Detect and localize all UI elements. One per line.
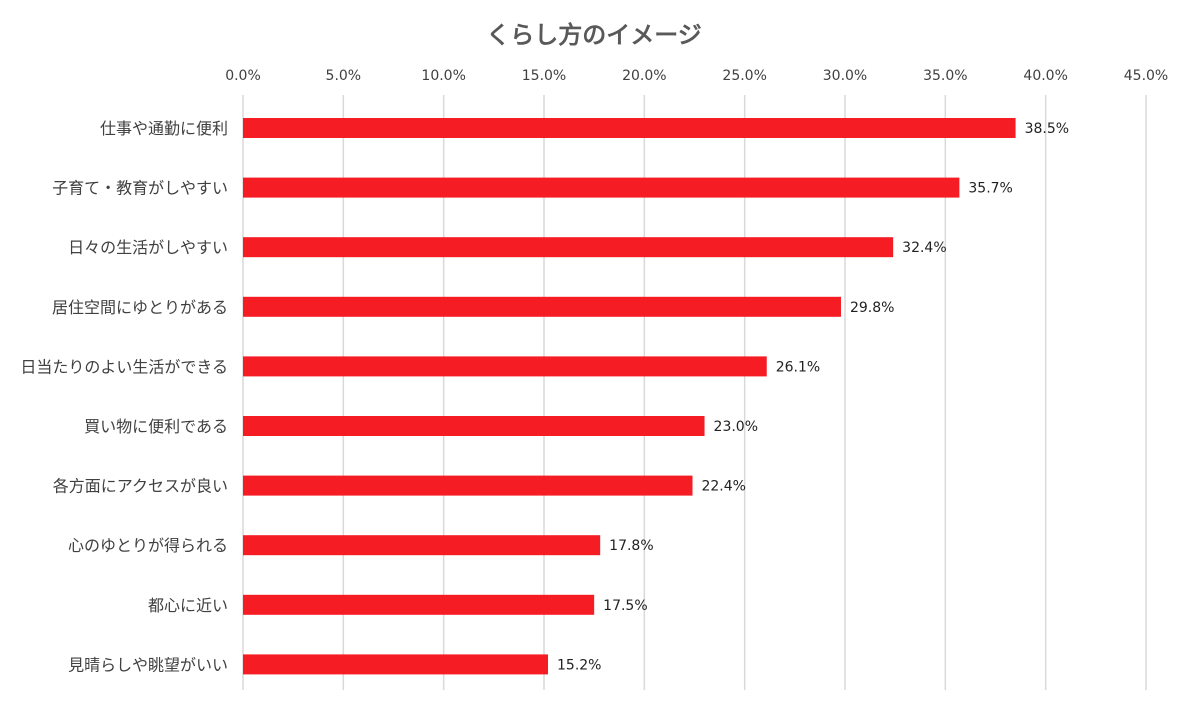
bar	[243, 594, 595, 615]
category-label: 子育て・教育がしやすい	[52, 179, 228, 198]
data-label: 29.8%	[850, 300, 894, 316]
category-label: 仕事や通勤に便利	[100, 119, 228, 138]
x-tick-label: 40.0%	[1023, 68, 1067, 84]
x-tick-label: 35.0%	[923, 68, 967, 84]
data-label: 15.2%	[557, 657, 601, 673]
category-label: 各方面にアクセスが良い	[53, 477, 228, 496]
bar	[243, 177, 960, 198]
data-label: 26.1%	[776, 359, 820, 375]
bar	[243, 356, 767, 377]
y-axis-categories: 仕事や通勤に便利子育て・教育がしやすい日々の生活がしやすい居住空間にゆとりがある…	[20, 119, 228, 674]
bar	[243, 296, 841, 317]
category-label: 居住空間にゆとりがある	[52, 298, 228, 317]
x-tick-label: 30.0%	[823, 68, 867, 84]
data-label: 32.4%	[902, 240, 946, 256]
category-label: 見晴らしや眺望がいい	[68, 655, 228, 674]
x-tick-label: 15.0%	[522, 68, 566, 84]
x-tick-label: 0.0%	[225, 68, 261, 84]
data-label: 17.8%	[609, 538, 653, 554]
category-label: 日当たりのよい生活ができる	[20, 357, 228, 376]
bar	[243, 475, 693, 496]
x-tick-label: 25.0%	[722, 68, 766, 84]
bar	[243, 118, 1016, 138]
bar	[243, 237, 894, 258]
bar	[243, 654, 549, 675]
bar	[243, 535, 601, 556]
x-tick-label: 20.0%	[622, 68, 666, 84]
category-label: 都心に近い	[148, 596, 228, 615]
data-label: 38.5%	[1025, 121, 1069, 137]
category-label: 心のゆとりが得られる	[68, 536, 228, 555]
data-label: 23.0%	[714, 419, 758, 435]
data-label: 22.4%	[701, 479, 745, 495]
x-tick-label: 10.0%	[421, 68, 465, 84]
category-label: 買い物に便利である	[84, 417, 228, 436]
category-label: 日々の生活がしやすい	[68, 238, 228, 257]
data-labels: 38.5% 35.7% 32.4% 29.8% 26.1% 23.0% 22.4% 17.8%…	[557, 121, 1069, 673]
bar	[243, 416, 705, 436]
x-tick-label: 5.0%	[326, 68, 362, 84]
data-label: 35.7%	[968, 181, 1012, 197]
x-axis-ticks: 0.0% 5.0% 10.0% 15.0% 20.0% 25.0% 30.0% 35.0% 40…	[225, 68, 1168, 84]
data-label: 17.5%	[603, 598, 647, 614]
chart-title: くらし方のイメージ	[486, 21, 702, 49]
x-tick-label: 45.0%	[1124, 68, 1168, 84]
bars	[243, 118, 1016, 675]
